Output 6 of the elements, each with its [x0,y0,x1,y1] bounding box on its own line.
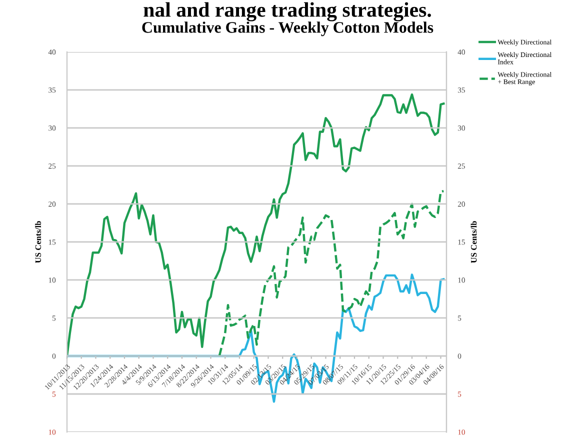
chart-title: Cumulative Gains - Weekly Cotton Models [142,22,434,36]
line-series [66,93,445,358]
text: nal and range trading strategies. [144,2,431,22]
y2-axis-title: US Cents/lb [470,221,477,263]
line-series [218,190,445,358]
y-axis-title: US Cents/lb [35,221,41,263]
